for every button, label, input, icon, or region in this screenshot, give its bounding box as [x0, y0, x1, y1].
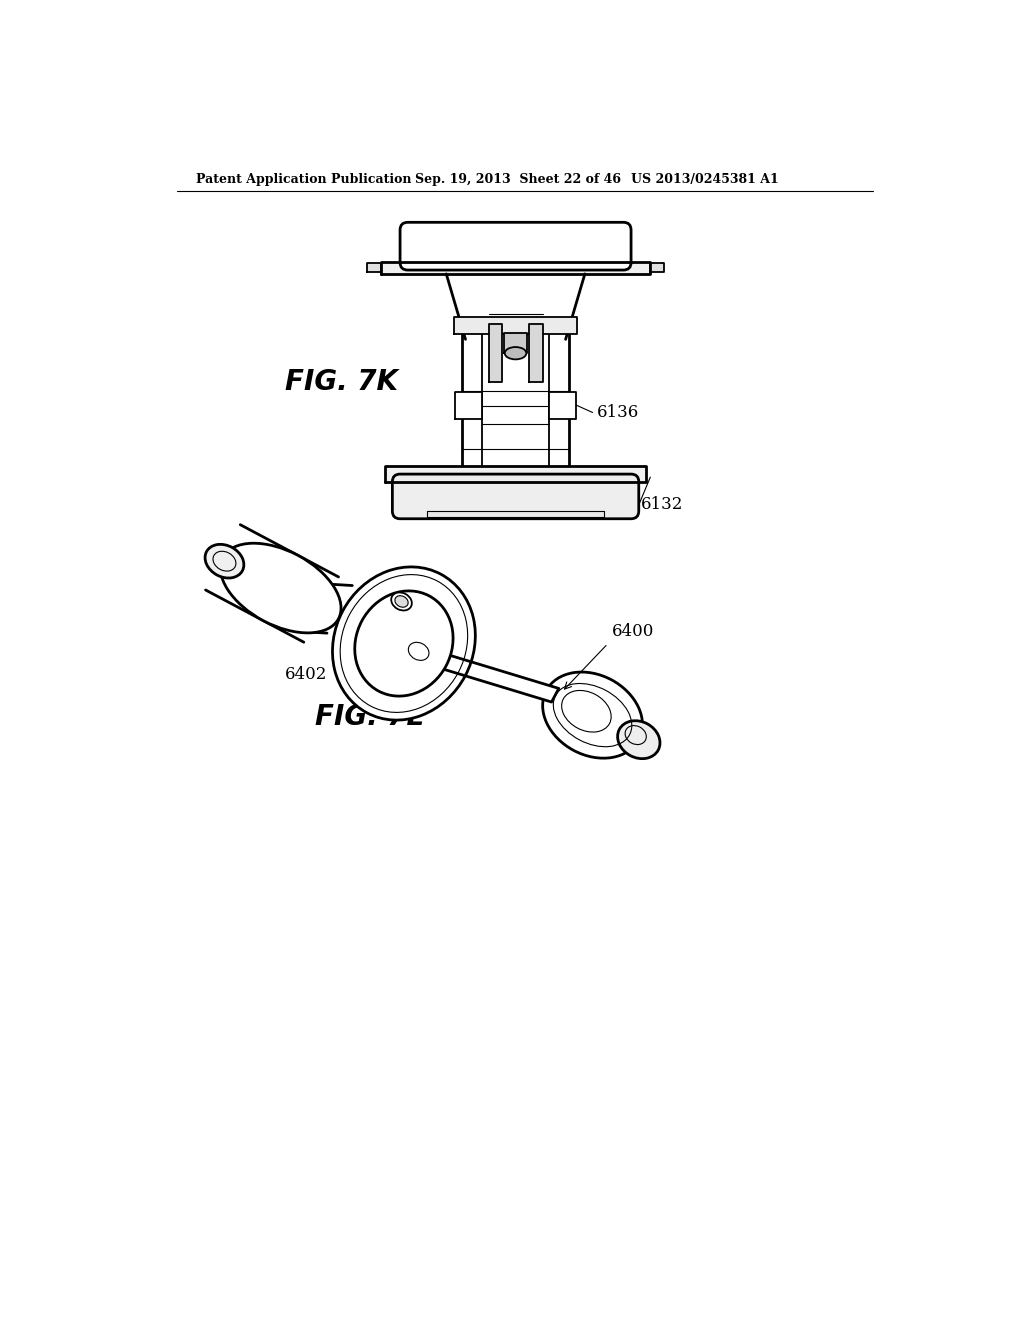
Ellipse shape: [543, 672, 642, 758]
Ellipse shape: [220, 544, 341, 632]
Ellipse shape: [333, 566, 475, 721]
Text: 6132: 6132: [641, 496, 683, 513]
Ellipse shape: [395, 595, 409, 607]
FancyBboxPatch shape: [400, 222, 631, 271]
Ellipse shape: [505, 347, 526, 359]
Text: 6136: 6136: [596, 404, 639, 421]
Ellipse shape: [354, 591, 453, 696]
Polygon shape: [426, 651, 559, 702]
Polygon shape: [455, 392, 481, 418]
Polygon shape: [550, 392, 577, 418]
Polygon shape: [650, 263, 665, 272]
Ellipse shape: [409, 643, 429, 660]
Ellipse shape: [205, 544, 244, 578]
Ellipse shape: [391, 593, 412, 610]
Text: 6402: 6402: [285, 665, 327, 682]
Polygon shape: [427, 511, 604, 517]
Polygon shape: [488, 323, 503, 381]
Text: US 2013/0245381 A1: US 2013/0245381 A1: [631, 173, 779, 186]
Text: Sep. 19, 2013  Sheet 22 of 46: Sep. 19, 2013 Sheet 22 of 46: [416, 173, 622, 186]
Polygon shape: [385, 466, 646, 482]
Polygon shape: [367, 263, 381, 272]
Polygon shape: [504, 333, 527, 354]
FancyBboxPatch shape: [392, 474, 639, 519]
Polygon shape: [381, 261, 650, 275]
Polygon shape: [454, 317, 578, 334]
Text: FIG. 7L: FIG. 7L: [315, 702, 425, 731]
Text: Patent Application Publication: Patent Application Publication: [196, 173, 412, 186]
Text: FIG. 7K: FIG. 7K: [285, 368, 397, 396]
Text: 6400: 6400: [611, 623, 654, 640]
Ellipse shape: [617, 721, 660, 759]
Polygon shape: [528, 323, 543, 381]
